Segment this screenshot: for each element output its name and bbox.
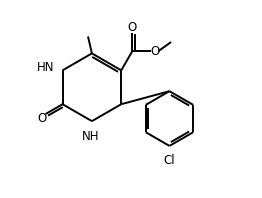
Text: O: O (37, 112, 46, 125)
Text: O: O (128, 21, 137, 34)
Text: O: O (151, 45, 160, 58)
Text: Cl: Cl (164, 154, 175, 167)
Text: HN: HN (37, 61, 55, 74)
Text: NH: NH (82, 130, 99, 143)
